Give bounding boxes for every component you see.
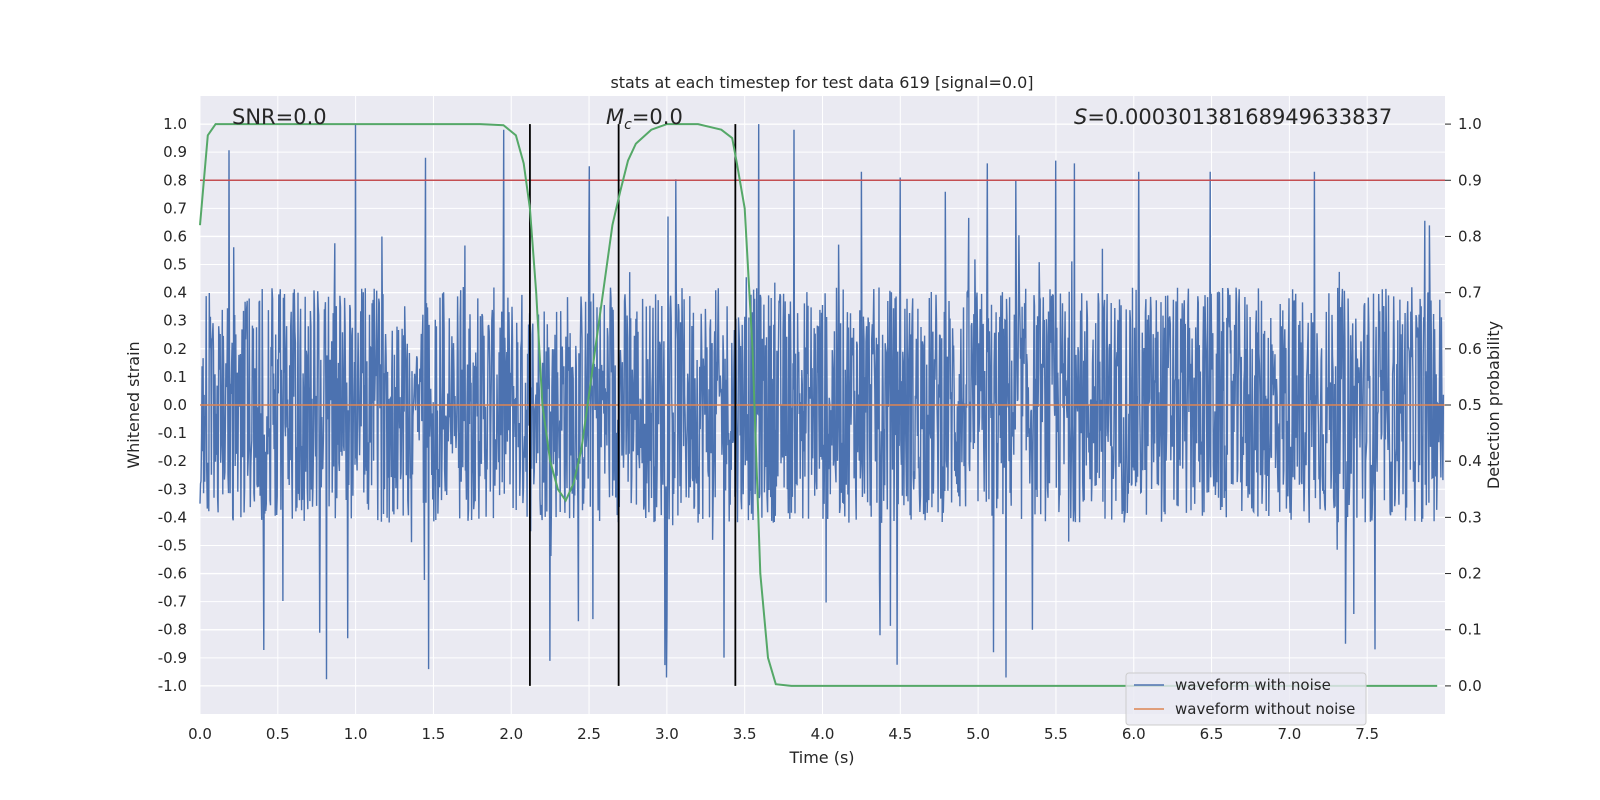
detection-probability-line [199, 123, 1438, 687]
chirp-mass-symbol: M [606, 105, 624, 129]
noise-series [199, 124, 1445, 680]
x-tick-label: 4.0 [811, 725, 835, 743]
x-tick-label: 6.5 [1200, 725, 1224, 743]
y-tick-label: 1.0 [163, 115, 187, 133]
y2-tick-label: 0.0 [1458, 677, 1482, 695]
chirp-mass-annotation: Mc=0.0 [606, 105, 683, 133]
x-tick-label: 5.5 [1044, 725, 1068, 743]
legend-label-clean: waveform without noise [1175, 700, 1355, 718]
y-tick-label: -0.2 [158, 452, 187, 470]
x-axis-label: Time (s) [788, 748, 854, 767]
legend-box [1125, 672, 1367, 726]
y-tick-label: 0.7 [163, 199, 187, 217]
y-tick-label: 0.5 [163, 256, 187, 274]
y2-tick-label: 0.3 [1458, 508, 1482, 526]
x-tick-label: 3.0 [655, 725, 679, 743]
y2-tick-label: 0.1 [1458, 621, 1482, 639]
score-annotation: S=0.00030138168949633837 [1074, 105, 1392, 129]
y2-tick-label: 0.4 [1458, 452, 1482, 470]
chart-title: stats at each timestep for test data 619… [610, 73, 1033, 92]
y-tick-label: 0.8 [163, 171, 187, 189]
x-tick-label: 3.5 [733, 725, 757, 743]
y-tick-label: -1.0 [158, 677, 187, 695]
y-tick-label: 0.1 [163, 368, 187, 386]
y-tick-label: -0.4 [158, 508, 187, 526]
y2-tick-label: 0.8 [1458, 227, 1482, 245]
legend: waveform with noise waveform without noi… [1125, 672, 1367, 726]
y-tick-label: 0.3 [163, 312, 187, 330]
score-symbol: S [1074, 105, 1087, 129]
noise-trace [199, 124, 1445, 680]
y2-tick-label: 0.5 [1458, 396, 1482, 414]
y2-tick-label: 1.0 [1458, 115, 1482, 133]
y-tick-label: -0.8 [158, 621, 187, 639]
y-tick-label: -0.5 [158, 536, 187, 554]
y-tick-label: 0.6 [163, 227, 187, 245]
x-tick-label: 7.0 [1277, 725, 1301, 743]
y-tick-label: -0.1 [158, 424, 187, 442]
line-series [199, 123, 1445, 687]
y-tick-label: -0.9 [158, 649, 187, 667]
y2-tick-label: 0.7 [1458, 284, 1482, 302]
x-tick-label: 4.5 [888, 725, 912, 743]
y-tick-label: -0.7 [158, 593, 187, 611]
x-tick-label: 2.5 [577, 725, 601, 743]
x-tick-label: 1.5 [422, 725, 446, 743]
y-tick-label: -0.3 [158, 480, 187, 498]
x-tick-label: 0.5 [266, 725, 290, 743]
snr-annotation: SNR=0.0 [232, 105, 327, 129]
score-value: =0.00030138168949633837 [1087, 105, 1392, 129]
y-tick-label: 0.9 [163, 143, 187, 161]
y-axis-label: Whitened strain [124, 341, 143, 468]
y2-tick-label: 0.9 [1458, 171, 1482, 189]
legend-label-noise: waveform with noise [1175, 676, 1331, 694]
y2-tick-label: 0.2 [1458, 565, 1482, 583]
x-tick-label: 2.0 [499, 725, 523, 743]
x-tick-label: 7.5 [1355, 725, 1379, 743]
tick-labels: 0.0 0.5 1.0 1.5 2.0 2.5 3.0 3.5 4.0 4.5 5.0 5.5 6.0 6… [158, 115, 1482, 743]
y-tick-label: 0.4 [163, 284, 187, 302]
x-tick-label: 1.0 [344, 725, 368, 743]
chirp-mass-subscript: c [624, 117, 632, 133]
y2-tick-label: 0.6 [1458, 340, 1482, 358]
y-tick-label: -0.6 [158, 565, 187, 583]
y-tick-label: 0.2 [163, 340, 187, 358]
chirp-mass-value: =0.0 [632, 105, 683, 129]
x-tick-label: 0.0 [188, 725, 212, 743]
x-tick-label: 6.0 [1122, 725, 1146, 743]
y2-axis-label: Detection probability [1484, 321, 1503, 489]
x-tick-label: 5.0 [966, 725, 990, 743]
y-tick-label: 0.0 [163, 396, 187, 414]
